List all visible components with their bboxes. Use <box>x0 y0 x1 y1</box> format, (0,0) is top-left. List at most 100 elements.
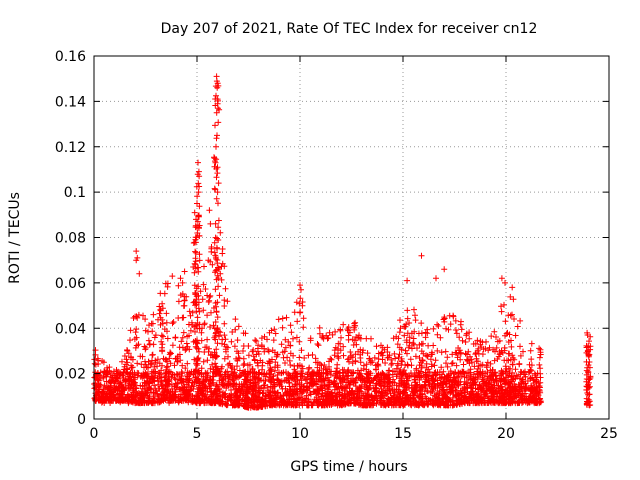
data-point <box>393 398 400 405</box>
data-point <box>361 379 368 386</box>
data-point <box>170 319 177 325</box>
data-point <box>585 376 592 383</box>
data-point <box>213 346 220 353</box>
data-point <box>212 370 219 377</box>
data-point <box>528 340 535 347</box>
data-point <box>214 235 220 242</box>
data-point <box>337 326 344 333</box>
data-point <box>384 371 391 378</box>
data-point <box>338 334 344 341</box>
data-point <box>213 174 220 181</box>
data-point <box>259 343 265 350</box>
data-point <box>466 335 473 342</box>
data-point <box>367 359 374 366</box>
data-point <box>315 342 322 349</box>
data-point <box>148 320 155 327</box>
data-point <box>149 397 156 404</box>
data-point <box>319 402 326 408</box>
data-point <box>245 352 252 359</box>
data-point <box>214 314 221 321</box>
data-point <box>484 393 491 400</box>
data-point <box>392 401 399 408</box>
data-point <box>264 391 271 398</box>
data-point <box>249 391 256 398</box>
data-point <box>217 393 224 400</box>
data-point <box>340 343 347 350</box>
data-point <box>314 398 321 405</box>
data-point <box>201 321 208 328</box>
data-point <box>186 369 193 376</box>
data-point <box>127 353 134 360</box>
data-point <box>179 279 186 286</box>
data-point <box>208 309 214 316</box>
data-point <box>492 348 498 355</box>
data-point <box>495 397 502 404</box>
data-point <box>510 395 517 402</box>
data-point <box>363 335 370 342</box>
data-point <box>298 286 304 293</box>
data-point <box>231 398 238 405</box>
data-point <box>435 323 442 329</box>
data-point <box>412 312 418 319</box>
data-point <box>444 363 451 370</box>
data-point <box>143 399 150 406</box>
data-point <box>114 387 121 394</box>
data-point <box>354 334 361 341</box>
data-point <box>586 338 592 345</box>
data-point <box>258 370 265 377</box>
data-point <box>410 340 417 347</box>
data-point <box>492 373 499 380</box>
data-point <box>473 350 479 356</box>
data-point <box>435 395 442 401</box>
data-point <box>465 379 471 386</box>
data-point <box>327 371 334 378</box>
data-point <box>253 384 260 391</box>
data-point <box>145 328 151 335</box>
data-point <box>207 376 214 383</box>
data-point <box>206 345 212 352</box>
data-point <box>239 385 246 392</box>
data-point <box>239 369 246 376</box>
data-point <box>391 350 398 357</box>
data-point <box>205 299 212 305</box>
data-point <box>314 341 321 347</box>
data-point <box>445 395 452 402</box>
data-point <box>305 396 312 403</box>
data-point <box>419 357 426 364</box>
data-point <box>195 268 202 275</box>
data-point <box>382 392 388 399</box>
data-point <box>484 388 491 394</box>
data-point <box>207 352 214 359</box>
data-point <box>406 334 413 341</box>
data-point <box>216 266 222 273</box>
data-point <box>204 369 211 376</box>
data-point <box>448 360 455 367</box>
data-point <box>525 369 532 376</box>
x-tick-label: 10 <box>291 426 309 442</box>
x-tick-label: 0 <box>90 426 99 442</box>
data-point <box>309 351 316 358</box>
data-point <box>291 309 298 316</box>
data-point <box>456 398 463 405</box>
data-point <box>259 390 266 397</box>
data-point <box>214 299 221 306</box>
data-point <box>336 375 343 382</box>
data-point <box>500 394 507 401</box>
data-point <box>299 394 305 400</box>
data-point <box>336 389 343 396</box>
data-point <box>492 388 499 395</box>
data-point <box>282 360 288 366</box>
data-point <box>501 301 507 308</box>
data-point <box>347 379 354 386</box>
data-point <box>240 390 247 397</box>
data-point <box>445 326 452 333</box>
data-point <box>378 385 385 392</box>
data-point <box>415 369 422 376</box>
data-point <box>326 363 332 370</box>
data-point <box>199 296 206 303</box>
data-point <box>201 349 208 355</box>
data-point <box>293 386 300 393</box>
data-point <box>476 362 482 369</box>
data-point <box>320 335 327 342</box>
data-point <box>439 386 446 393</box>
